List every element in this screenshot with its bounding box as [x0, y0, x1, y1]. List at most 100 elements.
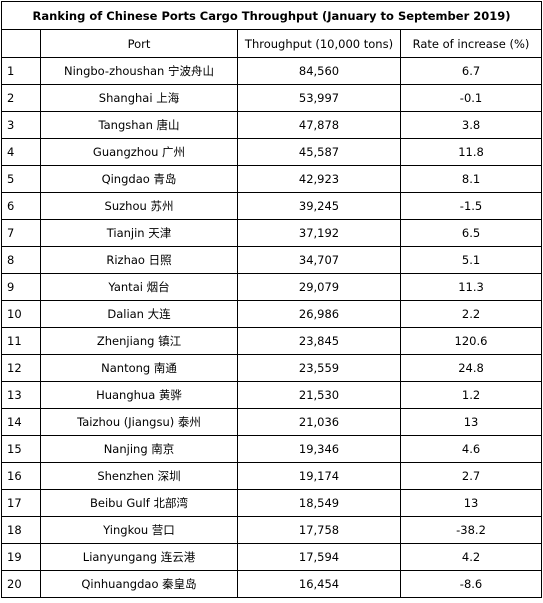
throughput-cell: 23,845	[237, 327, 401, 355]
port-cell: Zhenjiang 镇江	[40, 327, 238, 355]
table-row: 20 Qinhuangdao 秦皇岛 16,454 -8.6	[1, 570, 543, 598]
rank-cell: 17	[1, 489, 41, 517]
rank-cell: 13	[1, 381, 41, 409]
rate-cell: 11.3	[399, 273, 543, 301]
port-cell: Qinhuangdao 秦皇岛	[40, 570, 238, 598]
table-row: 13 Huanghua 黄骅 21,530 1.2	[1, 381, 543, 409]
port-cell: Qingdao 青岛	[40, 165, 238, 193]
throughput-cell: 16,454	[237, 570, 401, 598]
port-cell: Yingkou 营口	[40, 516, 238, 544]
throughput-cell: 19,346	[237, 435, 401, 463]
port-cell: Taizhou (Jiangsu) 泰州	[40, 408, 238, 436]
header-rate: Rate of increase (%)	[399, 29, 543, 58]
throughput-cell: 84,560	[237, 57, 401, 85]
table-body: 1 Ningbo-zhoushan 宁波舟山 84,560 6.7 2 Shanghai …	[1, 57, 543, 598]
table-row: 6 Suzhou 苏州 39,245 -1.5	[1, 192, 543, 220]
rank-cell: 7	[1, 219, 41, 247]
table-title: Ranking of Chinese Ports Cargo Throughpu…	[0, 1, 543, 30]
rate-cell: 24.8	[399, 354, 543, 382]
rate-cell: 120.6	[399, 327, 543, 355]
table-row: 17 Beibu Gulf 北部湾 18,549 13	[1, 489, 543, 517]
table-row: 18 Yingkou 营口 17,758 -38.2	[1, 516, 543, 544]
port-cell: Tianjin 天津	[40, 219, 238, 247]
table-row: 14 Taizhou (Jiangsu) 泰州 21,036 13	[1, 408, 543, 436]
port-cell: Shenzhen 深圳	[40, 462, 238, 490]
port-cell: Huanghua 黄骅	[40, 381, 238, 409]
rate-cell: 4.2	[399, 543, 543, 571]
port-cell: Dalian 大连	[40, 300, 238, 328]
rank-cell: 6	[1, 192, 41, 220]
throughput-cell: 39,245	[237, 192, 401, 220]
rank-cell: 3	[1, 111, 41, 139]
rank-cell: 10	[1, 300, 41, 328]
rate-cell: 13	[399, 489, 543, 517]
rank-cell: 12	[1, 354, 41, 382]
throughput-cell: 42,923	[237, 165, 401, 193]
table-row: 2 Shanghai 上海 53,997 -0.1	[1, 84, 543, 112]
throughput-cell: 37,192	[237, 219, 401, 247]
port-cell: Ningbo-zhoushan 宁波舟山	[40, 57, 238, 85]
rate-cell: 13	[399, 408, 543, 436]
table-row: 16 Shenzhen 深圳 19,174 2.7	[1, 462, 543, 490]
table-row: 19 Lianyungang 连云港 17,594 4.2	[1, 543, 543, 571]
throughput-cell: 17,758	[237, 516, 401, 544]
throughput-cell: 29,079	[237, 273, 401, 301]
port-cell: Guangzhou 广州	[40, 138, 238, 166]
header-port: Port	[40, 29, 238, 58]
throughput-cell: 47,878	[237, 111, 401, 139]
rate-cell: 2.7	[399, 462, 543, 490]
rank-cell: 11	[1, 327, 41, 355]
rank-cell: 4	[1, 138, 41, 166]
port-cell: Shanghai 上海	[40, 84, 238, 112]
port-cell: Beibu Gulf 北部湾	[40, 489, 238, 517]
throughput-cell: 19,174	[237, 462, 401, 490]
throughput-cell: 18,549	[237, 489, 401, 517]
throughput-cell: 26,986	[237, 300, 401, 328]
rate-cell: 8.1	[399, 165, 543, 193]
rank-cell: 14	[1, 408, 41, 436]
rate-cell: 6.7	[399, 57, 543, 85]
rank-cell: 18	[1, 516, 41, 544]
rate-cell: 2.2	[399, 300, 543, 328]
rate-cell: 1.2	[399, 381, 543, 409]
rank-cell: 1	[1, 57, 41, 85]
rate-cell: 3.8	[399, 111, 543, 139]
rate-cell: 6.5	[399, 219, 543, 247]
rate-cell: 11.8	[399, 138, 543, 166]
table-row: 4 Guangzhou 广州 45,587 11.8	[1, 138, 543, 166]
rate-cell: 5.1	[399, 246, 543, 274]
throughput-cell: 34,707	[237, 246, 401, 274]
table-row: 12 Nantong 南通 23,559 24.8	[1, 354, 543, 382]
rank-cell: 19	[1, 543, 41, 571]
rate-cell: -1.5	[399, 192, 543, 220]
throughput-cell: 17,594	[237, 543, 401, 571]
header-rank	[1, 29, 41, 58]
rate-cell: -0.1	[399, 84, 543, 112]
rate-cell: 4.6	[399, 435, 543, 463]
rate-cell: -8.6	[399, 570, 543, 598]
table-row: 9 Yantai 烟台 29,079 11.3	[1, 273, 543, 301]
throughput-cell: 45,587	[237, 138, 401, 166]
port-cell: Yantai 烟台	[40, 273, 238, 301]
port-cell: Nanjing 南京	[40, 435, 238, 463]
port-cell: Nantong 南通	[40, 354, 238, 382]
header-row: Port Throughput (10,000 tons) Rate of in…	[1, 29, 543, 58]
rank-cell: 15	[1, 435, 41, 463]
header-throughput: Throughput (10,000 tons)	[237, 29, 401, 58]
rank-cell: 2	[1, 84, 41, 112]
table-row: 8 Rizhao 日照 34,707 5.1	[1, 246, 543, 274]
port-cell: Tangshan 唐山	[40, 111, 238, 139]
table-row: 7 Tianjin 天津 37,192 6.5	[1, 219, 543, 247]
throughput-cell: 21,036	[237, 408, 401, 436]
port-cell: Rizhao 日照	[40, 246, 238, 274]
table-row: 11 Zhenjiang 镇江 23,845 120.6	[1, 327, 543, 355]
rank-cell: 8	[1, 246, 41, 274]
throughput-cell: 21,530	[237, 381, 401, 409]
table-row: 1 Ningbo-zhoushan 宁波舟山 84,560 6.7	[1, 57, 543, 85]
throughput-cell: 23,559	[237, 354, 401, 382]
rank-cell: 5	[1, 165, 41, 193]
rank-cell: 16	[1, 462, 41, 490]
rate-cell: -38.2	[399, 516, 543, 544]
throughput-cell: 53,997	[237, 84, 401, 112]
